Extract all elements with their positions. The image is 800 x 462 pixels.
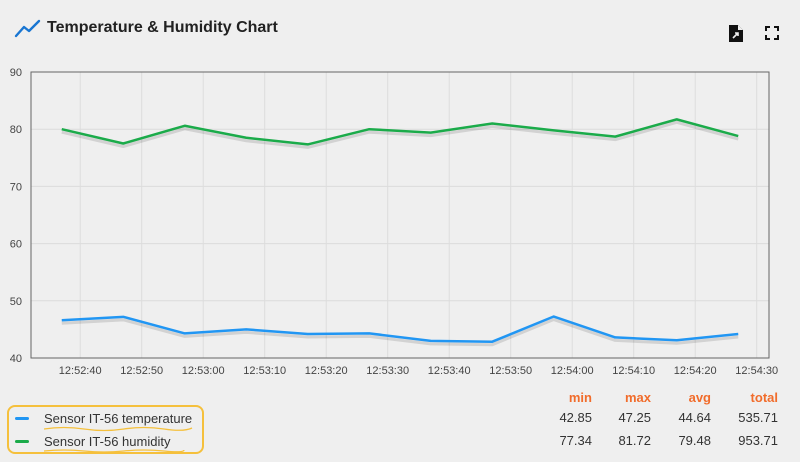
series-line-humidity-shadow xyxy=(61,120,739,149)
x-tick-label: 12:53:30 xyxy=(366,365,409,377)
x-tick-label: 12:52:40 xyxy=(59,365,102,377)
x-tick-label: 12:54:20 xyxy=(674,365,717,377)
x-tick-label: 12:54:30 xyxy=(735,365,778,377)
stat-humidity-max: 81.72 xyxy=(618,433,651,448)
y-tick-label: 40 xyxy=(10,353,22,365)
chart-legend: min max avg total Sensor IT-56 temperatu… xyxy=(0,385,800,462)
legend-highlight-box xyxy=(7,405,204,454)
x-tick-label: 12:53:00 xyxy=(182,365,225,377)
stat-humidity-avg: 79.48 xyxy=(678,433,711,448)
legend-header-min: min xyxy=(568,390,592,405)
x-tick-label: 12:53:10 xyxy=(243,365,286,377)
legend-item-humidity[interactable]: Sensor IT-56 humidity xyxy=(15,432,170,450)
legend-item-temperature[interactable]: Sensor IT-56 temperature xyxy=(15,409,192,427)
plot-frame xyxy=(30,71,770,359)
stat-temperature-max: 47.25 xyxy=(618,410,651,425)
stat-temperature-avg: 44.64 xyxy=(678,410,711,425)
fullscreen-icon xyxy=(765,26,779,40)
legend-swatch-temperature xyxy=(15,416,29,420)
series-line-humidity xyxy=(61,118,739,146)
legend-label-humidity: Sensor IT-56 humidity xyxy=(44,433,171,449)
series-line-temperature xyxy=(61,315,739,343)
line-chart: 40 50 60 70 80 90 12:52:40 12:52:50 12:53:00 12:5… xyxy=(10,67,778,377)
trending-up-icon xyxy=(14,19,41,38)
y-tick-label: 90 xyxy=(10,67,22,79)
annotation-underline xyxy=(44,449,185,453)
legend-header-total: total xyxy=(750,390,778,405)
annotation-underline xyxy=(44,426,193,432)
x-tick-label: 12:54:00 xyxy=(551,365,594,377)
y-tick-label: 60 xyxy=(10,239,22,251)
export-file-icon xyxy=(729,24,743,42)
legend-swatch-humidity xyxy=(15,439,29,443)
stat-temperature-total: 535.71 xyxy=(738,410,778,425)
legend-header-avg: avg xyxy=(688,390,711,405)
export-button[interactable] xyxy=(725,22,747,44)
x-tick-label: 12:53:20 xyxy=(305,365,348,377)
legend-label-temperature: Sensor IT-56 temperature xyxy=(44,410,193,426)
fullscreen-button[interactable] xyxy=(761,22,783,44)
widget-header: Temperature & Humidity Chart xyxy=(0,0,800,60)
stat-humidity-min: 77.34 xyxy=(559,433,592,448)
x-tick-label: 12:53:50 xyxy=(489,365,532,377)
x-tick-label: 12:53:40 xyxy=(428,365,471,377)
legend-header-max: max xyxy=(624,390,651,405)
stat-temperature-min: 42.85 xyxy=(559,410,592,425)
stat-humidity-total: 953.71 xyxy=(738,433,778,448)
y-tick-label: 80 xyxy=(10,124,22,136)
widget-title: Temperature & Humidity Chart xyxy=(47,19,278,36)
y-tick-label: 50 xyxy=(10,296,22,308)
y-tick-label: 70 xyxy=(10,181,22,193)
series-line-temperature-shadow xyxy=(61,318,739,347)
x-tick-label: 12:52:50 xyxy=(120,365,163,377)
x-tick-label: 12:54:10 xyxy=(612,365,655,377)
